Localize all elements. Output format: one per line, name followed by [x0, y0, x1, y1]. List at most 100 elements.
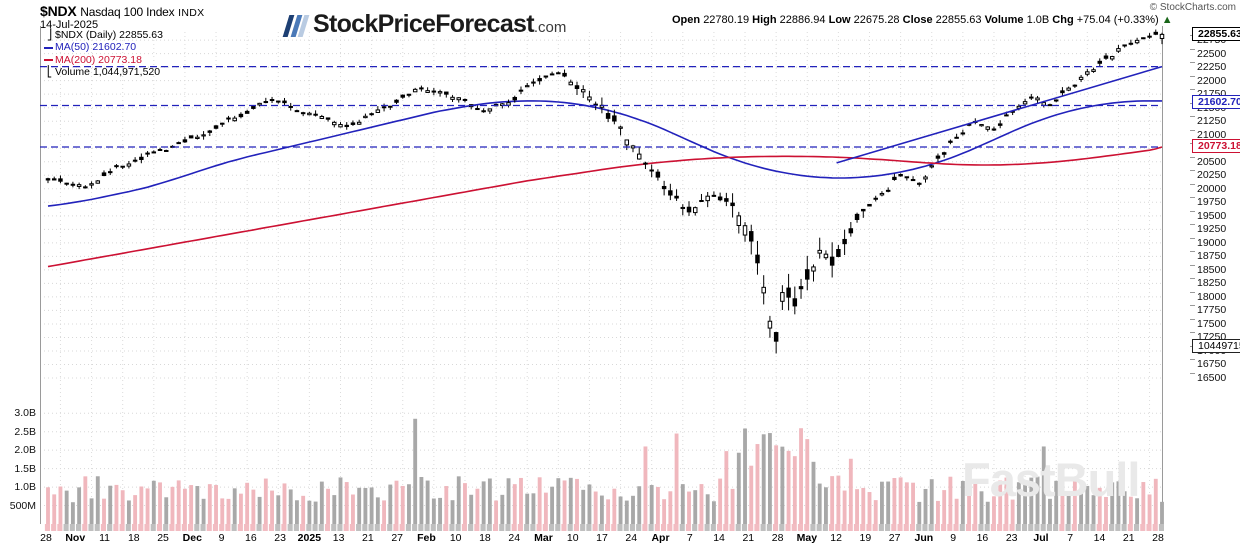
date-axis-day-label: 28 [771, 532, 784, 544]
date-axis-month-label: Jul [1033, 532, 1049, 544]
legend-price-row: ⎦ $NDX (Daily) 22855.63 [44, 29, 163, 41]
price-tick-mark [1190, 156, 1195, 158]
volume-axis-left: 500M 1.0B 1.5B 2.0B 2.5B 3.0B [0, 370, 40, 512]
price-tick-mark [1190, 75, 1195, 77]
date-axis-day-label: 21 [362, 532, 374, 544]
ma200-line-icon [44, 59, 53, 61]
date-axis-day-label: 24 [625, 532, 638, 544]
date-axis-day-label: 18 [479, 532, 491, 544]
price-tick-label: 17750 [1197, 304, 1227, 317]
date-axis-day-label: 12 [830, 532, 842, 544]
price-tick-label: 21000 [1197, 128, 1227, 141]
date-axis-day-label: 13 [332, 532, 345, 544]
price-tick-label: 18000 [1197, 290, 1227, 303]
ma50-price-badge: 21602.70 [1192, 94, 1240, 109]
price-tick-label: 21250 [1197, 115, 1227, 128]
ma200-price-badge: 20773.18 [1192, 139, 1240, 154]
index-suffix: INDX [178, 7, 205, 19]
date-axis-day-label: 14 [1093, 532, 1106, 544]
date-axis-day-label: 25 [157, 532, 169, 544]
volume-value: 1.0B [1026, 14, 1050, 26]
chart-legend: ⎦ $NDX (Daily) 22855.63 MA(50) 21602.70 M… [44, 29, 163, 79]
date-axis-day-label: 10 [566, 532, 579, 544]
date-axis-day-label: 28 [40, 532, 52, 544]
price-tick-label: 20500 [1197, 155, 1227, 168]
date-axis-day-label: 18 [127, 532, 140, 544]
price-tick-label: 16500 [1197, 372, 1227, 384]
volume-tick-label: 3.0B [14, 407, 36, 420]
date-axis-day-label: 16 [244, 532, 257, 544]
price-tick-mark [1190, 89, 1195, 91]
high-value: 22886.94 [779, 14, 826, 26]
date-axis-day-label: 14 [713, 532, 725, 544]
change-value: +75.04 (+0.33%) [1076, 14, 1159, 26]
price-tick-mark [1190, 278, 1195, 280]
date-axis-day-label: 28 [1152, 532, 1164, 544]
price-tick-label: 16750 [1197, 358, 1227, 371]
price-tick-label: 22000 [1197, 74, 1227, 87]
quote-date: 14-Jul-2025 [40, 19, 99, 31]
brand-logo: StockPriceForecast.com [282, 12, 566, 40]
price-tick-label: 22250 [1197, 61, 1227, 74]
volume-bars-icon: ⎣ [46, 66, 53, 79]
volume-label: Volume [984, 14, 1024, 26]
open-label: Open [672, 14, 701, 26]
date-axis-month-label: Mar [534, 532, 553, 544]
price-tick-mark [1190, 48, 1195, 50]
open-value: 22780.19 [703, 14, 750, 26]
price-tick-label: 19500 [1197, 209, 1227, 222]
chart-canvas [40, 26, 1165, 524]
date-axis-month-label: Feb [417, 532, 436, 544]
date-axis-day-label: 24 [508, 532, 521, 544]
price-tick-mark [1190, 197, 1195, 199]
volume-tick-label: 1.0B [14, 481, 36, 494]
price-tick-label: 19250 [1197, 223, 1227, 236]
brand-word: StockPriceForecast [313, 10, 535, 38]
price-tick-label: 20000 [1197, 182, 1227, 195]
low-value: 22675.28 [853, 14, 900, 26]
ohlc-quote-bar: Open 22780.19 High 22886.94 Low 22675.28… [672, 14, 1173, 26]
price-tick-mark [1190, 183, 1195, 185]
brand-tld: .com [533, 19, 567, 36]
page-title: $NDX Nasdaq 100 Index INDX [40, 3, 204, 19]
price-tick-label: 19750 [1197, 196, 1227, 209]
legend-ma200-row: MA(200) 20773.18 [44, 54, 163, 66]
date-axis-day-label: 27 [888, 532, 901, 544]
high-label: High [752, 14, 777, 26]
candlestick-icon: ⎦ [46, 29, 53, 41]
price-tick-mark [1190, 373, 1195, 374]
date-axis-day-label: 11 [99, 532, 110, 544]
brand-name: StockPriceForecast.com [313, 12, 566, 40]
price-tick-mark [1190, 62, 1195, 64]
date-axis-band [44, 524, 1164, 531]
date-axis-day-label: 23 [1005, 532, 1018, 544]
date-axis-day-label: 7 [1067, 532, 1074, 544]
close-price-badge: 22855.63 [1192, 26, 1240, 41]
price-tick-label: 17500 [1197, 317, 1227, 330]
price-tick-mark [1190, 116, 1195, 118]
date-axis-day-label: 27 [391, 532, 403, 544]
price-tick-label: 18500 [1197, 263, 1227, 276]
ma50-line-icon [44, 46, 53, 49]
volume-tick-label: 500M [9, 499, 36, 512]
low-label: Low [828, 14, 851, 26]
volume-tick-label: 1.5B [14, 462, 36, 475]
price-axis-right: 2275022500222502200021750215002125021000… [1190, 26, 1240, 524]
price-tick-mark [1190, 170, 1195, 172]
date-axis-day-label: 19 [859, 532, 872, 544]
date-axis-day-label: 16 [976, 532, 989, 544]
date-axis-month-label: Jun [914, 532, 934, 544]
date-axis-month-label: Nov [65, 532, 86, 544]
ticker-symbol: $NDX [40, 3, 77, 19]
date-axis-day-label: 10 [449, 532, 462, 544]
legend-price-label: $NDX (Daily) 22855.63 [55, 29, 163, 41]
price-tick-mark [1190, 224, 1195, 226]
date-axis-day-label: 9 [218, 532, 225, 544]
legend-volume-row: ⎣ Volume 1,044,971,520 [44, 66, 163, 78]
price-tick-mark [1190, 291, 1195, 293]
price-tick-label: 20250 [1197, 169, 1227, 182]
price-tick-mark [1190, 251, 1195, 253]
date-axis: 28 Nov 11 18 25 Dec 9 16 23 2025 13 21 27 Feb 10 18 24 Ma… [40, 524, 1184, 546]
